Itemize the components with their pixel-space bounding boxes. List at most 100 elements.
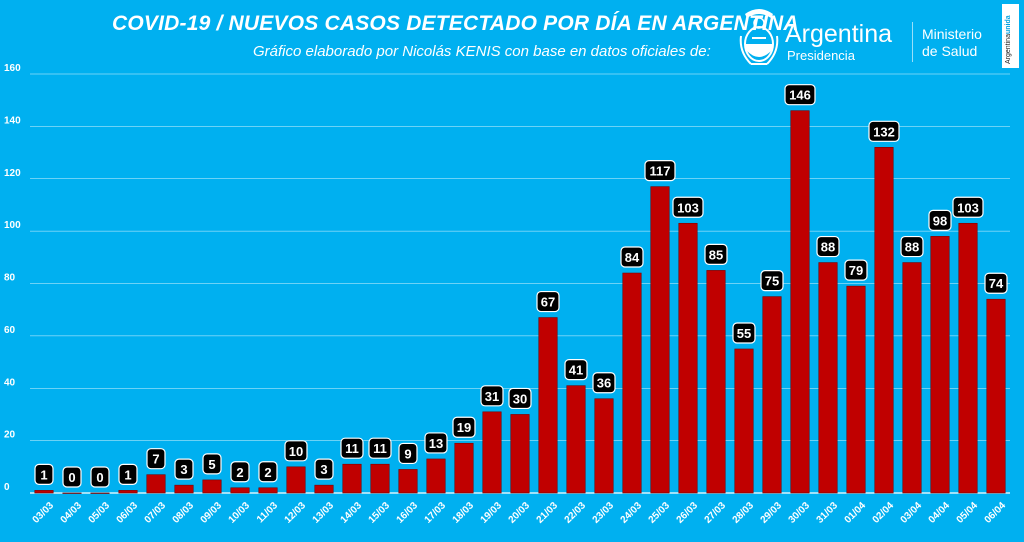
data-label-box	[868, 120, 900, 142]
bar	[174, 484, 194, 494]
data-label: 3	[314, 458, 334, 480]
data-label: 30	[508, 387, 532, 410]
data-label-box	[592, 372, 616, 394]
data-label-box	[452, 416, 476, 438]
data-label-box	[230, 461, 250, 483]
x-tick-label: 22/03	[563, 500, 589, 526]
data-label-text: 3	[180, 462, 187, 477]
data-label: 1	[118, 463, 138, 485]
bars	[34, 110, 1006, 494]
data-label-box	[118, 463, 138, 485]
x-tick-label: 18/03	[451, 500, 477, 526]
bar	[426, 458, 446, 494]
x-tick-label: 26/03	[675, 500, 701, 526]
x-tick-label: 23/03	[591, 500, 617, 526]
data-label-text: 84	[625, 250, 640, 265]
bar	[202, 479, 222, 494]
x-tick-label: 29/03	[759, 500, 785, 526]
data-label-box	[952, 196, 984, 218]
y-tick-label: 60	[4, 325, 16, 336]
x-tick-label: 25/03	[647, 500, 673, 526]
bar	[622, 272, 642, 494]
bar	[678, 222, 698, 494]
data-label: 88	[900, 235, 924, 258]
data-label-text: 5	[208, 457, 215, 472]
x-axis-ticks: 03/03 04/03 05/03 06/03 07/03 08/03 09/03 10/03…	[31, 500, 1009, 526]
data-label: 0	[62, 466, 82, 488]
data-label-box	[284, 440, 308, 462]
data-label-text: 41	[569, 363, 583, 378]
data-label-text: 10	[289, 444, 303, 459]
data-label-text: 2	[264, 465, 271, 480]
data-label-text: 13	[429, 436, 443, 451]
data-label-box	[984, 272, 1008, 294]
data-label-text: 36	[597, 376, 611, 391]
data-label: 103	[672, 196, 704, 218]
data-label-text: 85	[709, 247, 723, 262]
logo-presidency-text: Presidencia	[787, 48, 855, 63]
bar	[510, 414, 530, 494]
data-label-text: 11	[345, 441, 359, 456]
data-label-box	[620, 246, 644, 268]
x-tick-label: 13/03	[311, 500, 337, 526]
data-label-box	[340, 437, 364, 459]
data-label-box	[508, 387, 532, 410]
data-label: 67	[536, 290, 560, 313]
data-label-text: 132	[873, 124, 895, 139]
bar	[118, 490, 138, 494]
x-tick-label: 21/03	[535, 500, 561, 526]
data-label: 2	[258, 461, 278, 483]
data-label: 7	[146, 448, 166, 470]
x-tick-label: 17/03	[423, 500, 449, 526]
data-label-box	[816, 235, 840, 258]
bar	[734, 348, 754, 494]
data-label: 11	[368, 437, 392, 459]
y-tick-label: 0	[4, 482, 10, 493]
bar	[790, 110, 810, 494]
x-tick-label: 08/03	[171, 500, 197, 526]
data-label: 5	[202, 453, 222, 475]
x-tick-label: 09/03	[199, 500, 225, 526]
data-label-box	[34, 463, 54, 485]
bar	[594, 398, 614, 494]
data-label-box	[398, 442, 418, 465]
bar	[986, 298, 1006, 494]
data-label-box	[704, 243, 728, 266]
data-label-text: 11	[373, 441, 387, 456]
bar	[286, 466, 306, 494]
data-label-text: 30	[513, 391, 527, 406]
bar	[342, 463, 362, 494]
data-label: 0	[90, 466, 110, 488]
data-label-text: 98	[933, 213, 947, 228]
x-tick-label: 11/03	[255, 500, 280, 525]
y-tick-label: 100	[4, 220, 21, 231]
data-label-text: 88	[821, 240, 835, 255]
x-tick-label: 06/04	[983, 500, 1009, 526]
argentina-presidency-logo: Argentina Presidencia Ministerio de Salu…	[737, 6, 997, 70]
x-tick-label: 06/03	[115, 500, 141, 526]
data-label-text: 79	[849, 263, 863, 278]
data-label-text: 146	[789, 88, 811, 103]
data-label-text: 1	[40, 467, 47, 482]
data-label-text: 31	[485, 389, 499, 404]
bar	[454, 442, 474, 494]
data-label-box	[564, 359, 588, 381]
badge-text: Argentinaunida	[1005, 15, 1012, 64]
data-label-box	[928, 209, 952, 231]
data-label: 74	[984, 272, 1008, 294]
data-label-text: 117	[650, 164, 671, 179]
x-tick-label: 05/04	[955, 500, 981, 526]
badge-suffix: unida	[1005, 15, 1012, 35]
bar	[398, 469, 418, 494]
data-label: 13	[424, 432, 448, 454]
argentina-unida-badge: Argentinaunida	[1002, 4, 1019, 68]
bar	[370, 463, 390, 494]
data-label: 11	[340, 437, 364, 459]
data-label-text: 2	[236, 465, 243, 480]
data-label-text: 103	[677, 200, 699, 215]
data-label-text: 55	[737, 326, 751, 341]
ministry-line-2: de Salud	[922, 43, 978, 59]
x-tick-label: 05/03	[87, 500, 113, 526]
bar	[230, 487, 250, 494]
bar	[90, 492, 110, 494]
